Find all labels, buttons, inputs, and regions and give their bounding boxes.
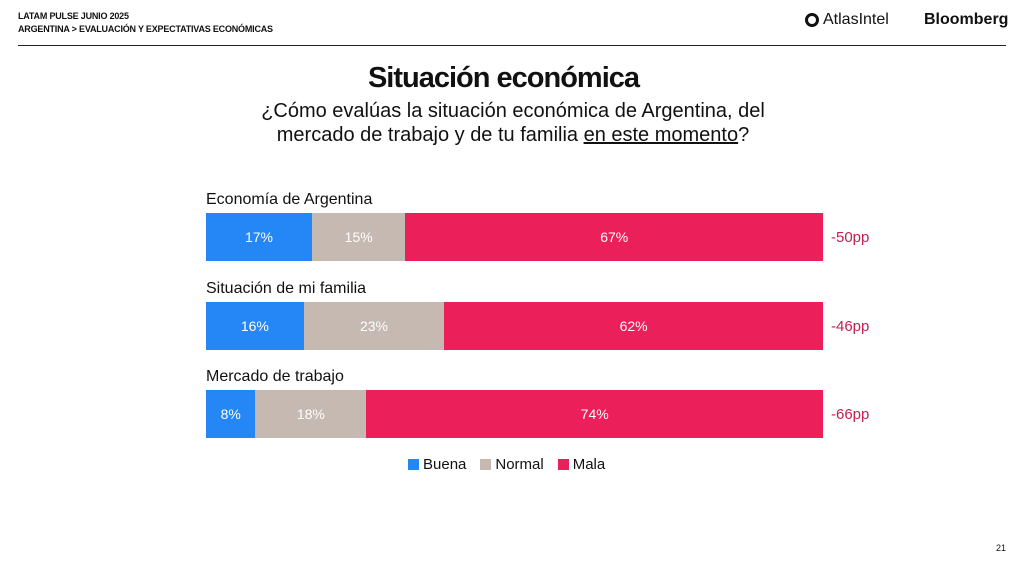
legend: Buena Normal Mala — [408, 456, 605, 473]
bar-segment-mala: 74% — [366, 390, 823, 438]
header-divider — [18, 45, 1006, 46]
data-label: 17% — [244, 229, 273, 245]
category-label: Mercado de trabajo — [206, 368, 344, 385]
bar-segment-normal: 23% — [303, 302, 445, 350]
page-number: 21 — [995, 543, 1006, 553]
legend-swatch — [408, 459, 419, 470]
data-label: 8% — [220, 406, 241, 422]
bar-segment-normal: 15% — [311, 213, 406, 261]
legend-item: Normal — [480, 456, 544, 473]
atlasintel-logo: AtlasIntel — [805, 11, 889, 29]
bar-row: 16% 23% 62% — [206, 302, 823, 350]
legend-swatch — [480, 459, 492, 470]
legend-label: Buena — [423, 456, 467, 473]
bloomberg-logo: Bloomberg — [924, 11, 1009, 28]
chart-subtitle: ¿Cómo evalúas la situación económica de … — [0, 99, 1024, 147]
legend-item: Mala — [557, 456, 606, 473]
data-label: 18% — [296, 406, 325, 422]
atlasintel-logo-icon — [805, 13, 819, 27]
net-score: -50pp — [831, 229, 870, 246]
legend-item: Buena — [408, 456, 466, 473]
data-label: 16% — [240, 318, 269, 334]
data-label: 74% — [580, 406, 609, 422]
bar-segment-mala: 67% — [405, 213, 823, 261]
subtitle-end: ? — [738, 124, 750, 146]
breadcrumb: ARGENTINA > EVALUACIÓN Y EXPECTATIVAS EC… — [18, 24, 273, 34]
legend-label: Mala — [572, 456, 606, 473]
net-score: -66pp — [831, 406, 870, 423]
bar-row: 8% 18% 74% — [206, 390, 823, 438]
bar-segment-buena: 8% — [206, 390, 256, 438]
data-label: 62% — [619, 318, 648, 334]
data-label: 67% — [600, 229, 629, 245]
data-label: 15% — [344, 229, 373, 245]
subtitle-text: ¿Cómo evalúas la situación económica de … — [261, 100, 765, 146]
net-score: -46pp — [831, 318, 870, 335]
bar-row: 17% 15% 67% — [206, 213, 823, 261]
bar-segment-buena: 16% — [206, 302, 304, 350]
chart-title: Situación económica — [367, 62, 640, 94]
bar-segment-buena: 17% — [206, 213, 312, 261]
data-label: 23% — [359, 318, 388, 334]
report-name: LATAM PULSE JUNIO 2025 — [18, 11, 129, 21]
legend-label: Normal — [495, 456, 544, 473]
subtitle-emphasis: en este momento — [583, 124, 739, 146]
bar-segment-normal: 18% — [255, 390, 367, 438]
atlasintel-logo-text: AtlasIntel — [823, 11, 889, 28]
category-label: Economía de Argentina — [206, 191, 373, 208]
bar-segment-mala: 62% — [444, 302, 823, 350]
category-label: Situación de mi familia — [206, 280, 367, 297]
legend-swatch — [557, 459, 569, 470]
